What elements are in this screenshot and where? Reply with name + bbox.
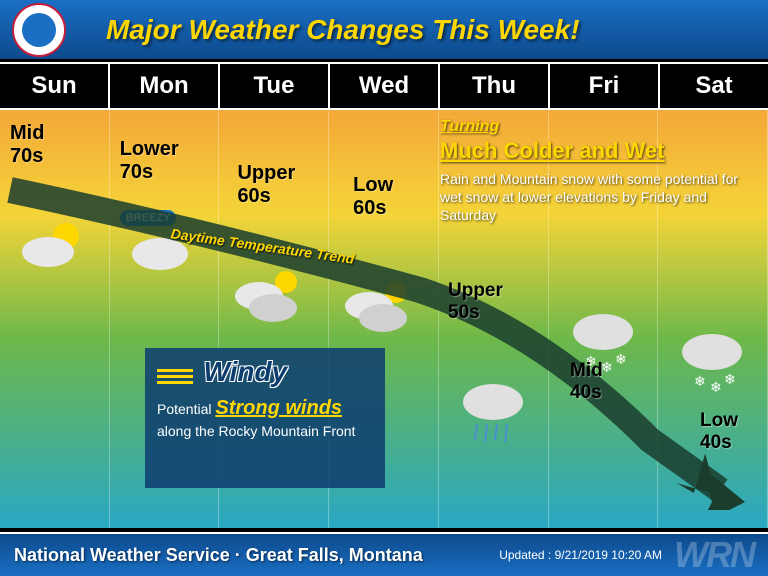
day-tue: Tue [220,64,330,108]
temp-mon: Lower 70s [120,138,179,184]
day-mon: Mon [110,64,220,108]
temp-sun: Mid 70s [10,122,44,168]
temp-fri: Mid 40s [570,360,603,404]
footer: National Weather Service · Great Falls, … [0,532,768,576]
sun-cloud-icon [18,220,88,270]
strong-winds: Strong winds [215,397,342,419]
temp-thu: Upper 50s [448,280,503,324]
day-wed: Wed [330,64,440,108]
weather-infographic: Major Weather Changes This Week! Sun Mon… [0,0,768,576]
temp-wed: Low 60s [353,174,393,220]
wrn-logo: WRN [674,534,754,576]
day-header-row: Sun Mon Tue Wed Thu Fri Sat [0,62,768,110]
breezy-badge: BREEZY [120,210,177,226]
wind-lines-icon [157,366,193,387]
turning-box: Turning Much Colder and Wet Rain and Mou… [440,118,758,225]
windy-post: along the Rocky Mountain Front [157,423,355,439]
turning-title: Much Colder and Wet [440,138,758,164]
svg-text:❄: ❄ [710,379,722,395]
day-sun: Sun [0,64,110,108]
windy-pre: Potential [157,401,215,417]
sun-clouds-icon [231,270,311,325]
windy-title: Windy [203,356,287,387]
turning-label: Turning [440,118,758,136]
nws-logo [12,3,66,57]
temp-tue: Upper 60s [237,162,295,208]
day-fri: Fri [550,64,660,108]
snow-cloud-icon: ❄ ❄ ❄ [676,330,752,400]
footer-org: National Weather Service · Great Falls, … [14,545,423,566]
turning-desc: Rain and Mountain snow with some potenti… [440,170,758,225]
svg-text:❄: ❄ [724,371,736,387]
footer-updated: Updated : 9/21/2019 10:20 AM [499,548,662,562]
sun-clouds-icon [341,280,421,335]
day-sat: Sat [660,64,768,108]
svg-text:❄: ❄ [694,373,706,389]
main-title: Major Weather Changes This Week! [106,14,580,46]
col-sun: Mid 70s [0,110,110,528]
day-thu: Thu [440,64,550,108]
forecast-grid: Mid 70s Lower 70s BREEZY Upper 60s Low 6… [0,110,768,528]
windy-desc: Potential Strong winds along the Rocky M… [157,394,373,442]
svg-text:❄: ❄ [615,351,627,367]
windy-box: Windy Potential Strong winds along the R… [145,348,385,488]
temp-sat: Low 40s [700,410,738,454]
header: Major Weather Changes This Week! [0,0,768,62]
rain-cloud-icon [457,380,533,450]
